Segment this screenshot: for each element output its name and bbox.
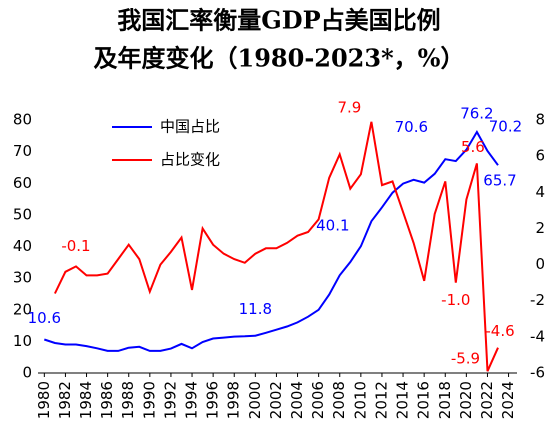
x-tick-label: 2008 [330,381,348,419]
chart-title: 我国汇率衡量GDP占美国比例 [117,6,440,35]
x-tick-label: 2006 [309,381,327,419]
line-series [43,129,499,352]
data-label: 76.2 [460,105,493,123]
y2-tick-label: 2 [535,219,545,237]
x-tick-label: 1990 [140,381,158,419]
x-tick-label: 2020 [457,381,475,419]
y-tick-label: 20 [13,300,32,318]
y-tick-label: 50 [13,205,32,223]
y2-tick-label: -2 [530,291,545,309]
x-tick-label: 2022 [478,381,496,419]
x-tick-label: 2016 [415,381,433,419]
data-label: 5.6 [461,138,485,156]
y-tick-label: 60 [13,174,32,192]
chart-title: 及年度变化（1980-2023*，%） [94,44,465,73]
y2-tick-label: -6 [530,364,545,382]
x-tick-label: 2000 [246,381,264,419]
x-tick-label: 1994 [183,381,201,419]
x-tick-label: 1996 [204,381,222,419]
data-label: -1.0 [441,291,470,309]
x-tick-label: 1998 [225,381,243,419]
y-tick-label: 30 [13,269,32,287]
data-label: 70.6 [395,118,428,136]
data-label: 65.7 [483,172,516,190]
y2-tick-label: 4 [535,183,545,201]
x-tick-label: 2004 [288,381,306,419]
y-tick-label: 10 [13,332,32,350]
data-label: -5.9 [451,350,480,368]
x-tick-label: 2024 [499,381,517,419]
data-label: 40.1 [316,217,349,235]
x-tick-label: 1992 [161,381,179,419]
x-tick-label: 1984 [77,381,95,419]
x-tick-label: 2018 [436,381,454,419]
x-tick-label: 2002 [267,381,285,419]
x-tick-label: 2010 [351,381,369,419]
y2-tick-label: 0 [535,255,545,273]
x-tick-label: 2014 [394,381,412,419]
x-tick-label: 1982 [56,381,74,419]
y2-tick-label: 8 [535,111,545,129]
data-label: 11.8 [239,300,272,318]
y-tick-label: 40 [13,237,32,255]
data-label: 7.9 [337,98,361,116]
data-label: 10.6 [28,309,61,327]
data-label: 70.2 [489,117,522,135]
data-label: -0.1 [61,237,90,255]
legend-label: 占比变化 [160,151,220,169]
x-tick-label: 1986 [98,381,116,419]
data-label: -4.6 [485,322,514,340]
x-tick-label: 2012 [372,381,390,419]
line-series [53,121,499,372]
x-tick-label: 1980 [35,381,53,419]
x-tick-label: 1988 [119,381,137,419]
y-tick-label: 70 [13,142,32,160]
y2-tick-label: 6 [535,147,545,165]
y-tick-label: 0 [22,364,32,382]
y2-tick-label: -4 [530,327,545,345]
y-tick-label: 80 [13,111,32,129]
legend-label: 中国占比 [160,118,220,136]
